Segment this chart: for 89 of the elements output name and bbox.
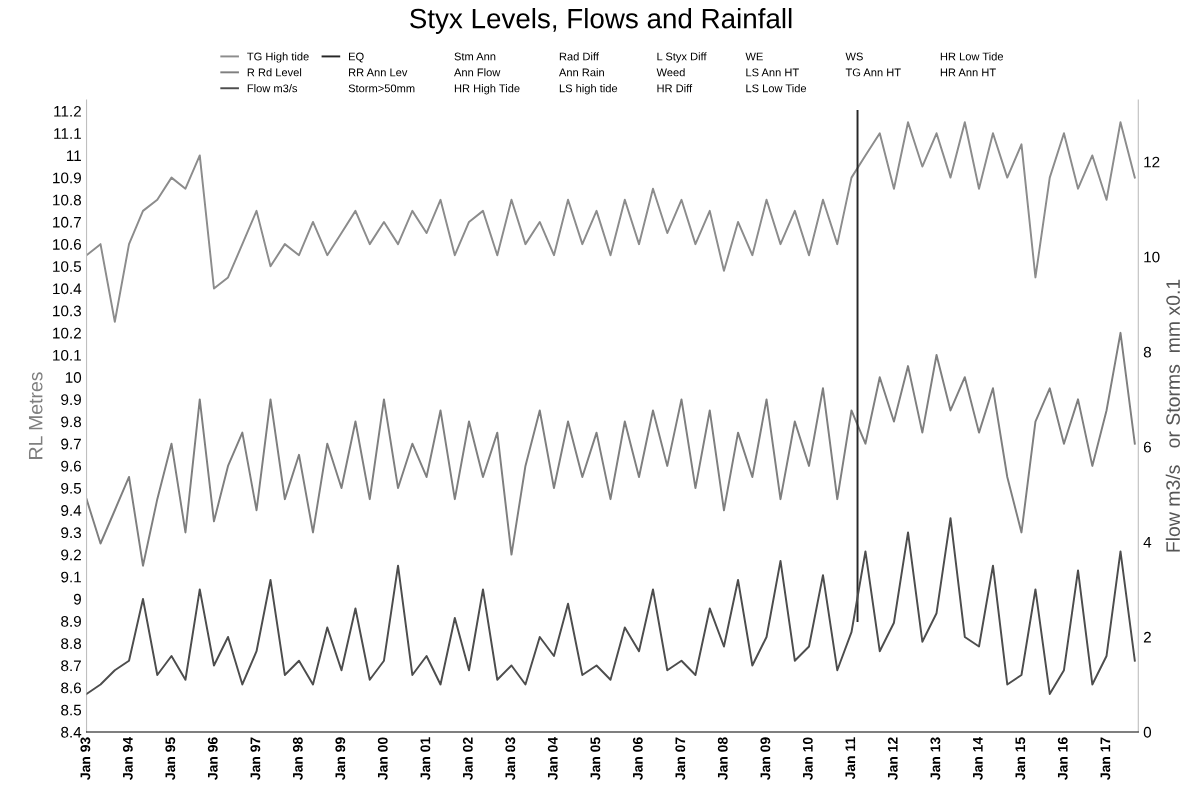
y2-axis-title: Flow m3/s or Storms mm x0.1 bbox=[1165, 279, 1180, 552]
text: LS Ann HT bbox=[746, 68, 799, 77]
y-tick-label: 8.4 bbox=[61, 726, 82, 738]
y-tick-label: 11 bbox=[66, 150, 81, 161]
y-tick-label: 9.8 bbox=[61, 416, 82, 428]
line-series bbox=[86, 331, 1136, 567]
y-tick-label: 8.7 bbox=[61, 660, 81, 672]
y2-tick-label: 2 bbox=[1143, 631, 1151, 643]
y2-tick-label: 0 bbox=[1143, 726, 1152, 738]
y-tick-label: 8.8 bbox=[61, 638, 82, 649]
y-tick-label: 9.7 bbox=[61, 438, 81, 450]
text: LS Low Tide bbox=[746, 84, 807, 93]
x-tick-label: Jan 97 bbox=[250, 737, 261, 780]
y-tick-label: 10.4 bbox=[53, 283, 82, 295]
x-tick-label: Jan 05 bbox=[590, 737, 601, 780]
x-tick-label: Jan 93 bbox=[80, 737, 91, 780]
y-tick-label: 11.1 bbox=[54, 128, 81, 139]
y-tick-label: 10.8 bbox=[53, 194, 82, 206]
y-tick-label: 10.7 bbox=[53, 216, 81, 228]
x-tick-label: Jan 07 bbox=[675, 737, 686, 780]
x-tick-label: Jan 08 bbox=[717, 737, 728, 780]
text: LS high tide bbox=[559, 84, 618, 95]
y-tick-label: 10.5 bbox=[53, 261, 82, 272]
x-tick-label: Jan 14 bbox=[973, 736, 983, 780]
y-tick-label: 10.9 bbox=[53, 172, 81, 184]
y2-tick-label: 10 bbox=[1144, 251, 1160, 263]
y2-tick-label: 6 bbox=[1143, 441, 1151, 453]
x-tick-label: Jan 96 bbox=[207, 737, 218, 780]
x-tick-label: Jan 04 bbox=[547, 736, 558, 780]
y-tick-label: 10.6 bbox=[53, 239, 82, 250]
x-tick-label: Jan 12 bbox=[887, 737, 898, 780]
text: Ann Rain bbox=[558, 68, 604, 77]
text: HR High Tide bbox=[454, 84, 520, 95]
text: WS bbox=[845, 52, 863, 61]
y-tick-label: 10.1 bbox=[53, 349, 81, 361]
y-tick-label: 9.3 bbox=[61, 527, 82, 539]
y-tick-label: 9.5 bbox=[61, 482, 82, 494]
x-tick-label: Jan 06 bbox=[632, 737, 643, 780]
x-tick-label: Jan 16 bbox=[1057, 737, 1068, 780]
y2-tick-label: 12 bbox=[1144, 156, 1160, 168]
x-tick-label: Jan 17 bbox=[1100, 737, 1111, 780]
text: Weed bbox=[656, 68, 685, 77]
legend-label: EQ bbox=[349, 52, 364, 63]
y-tick-label: 8.9 bbox=[61, 615, 81, 627]
legend-label: R Rd Level bbox=[247, 68, 302, 77]
legend-label: Flow m3/s bbox=[247, 84, 298, 93]
y-tick-label: 9.2 bbox=[61, 549, 81, 561]
x-tick-label: Jan 94 bbox=[122, 736, 133, 780]
x-tick-label: Jan 03 bbox=[505, 737, 516, 780]
y-tick-label: 10 bbox=[65, 372, 82, 383]
text: HR Diff bbox=[657, 84, 693, 93]
y-tick-label: 9.1 bbox=[61, 571, 81, 583]
x-tick-label: Jan 10 bbox=[802, 737, 813, 780]
y-tick-label: 10.3 bbox=[53, 305, 82, 317]
text: RR Ann Lev bbox=[349, 68, 408, 77]
x-tick-label: Jan 02 bbox=[462, 737, 473, 780]
x-tick-label: Jan 95 bbox=[165, 737, 176, 780]
text: L Styx Diff bbox=[657, 52, 707, 63]
text: Ann Flow bbox=[454, 68, 501, 77]
chart-title: Styx Levels, Flows and Rainfall bbox=[410, 8, 792, 34]
text: Stm Ann bbox=[454, 52, 496, 61]
text: Rad Diff bbox=[559, 52, 599, 61]
text: HR Ann HT bbox=[940, 68, 996, 77]
text: TG Ann HT bbox=[845, 68, 901, 77]
x-tick-label: Jan 98 bbox=[292, 737, 303, 780]
y-tick-label: 8.5 bbox=[61, 704, 82, 716]
line-series bbox=[86, 517, 1136, 695]
text: WE bbox=[745, 52, 763, 61]
x-tick-label: Jan 01 bbox=[420, 737, 431, 780]
y-tick-label: 8.6 bbox=[61, 682, 82, 694]
x-tick-label: Jan 09 bbox=[760, 737, 771, 780]
line-series bbox=[86, 121, 1136, 323]
x-tick-label: Jan 15 bbox=[1015, 737, 1026, 780]
y-tick-label: 9.4 bbox=[61, 505, 82, 516]
x-tick-label: Jan 99 bbox=[335, 737, 346, 780]
text: HR Low Tide bbox=[940, 52, 1004, 61]
y-tick-label: 9 bbox=[73, 593, 81, 605]
text: Storm>50mm bbox=[348, 84, 415, 93]
y-tick-label: 11.2 bbox=[54, 105, 81, 117]
x-tick-label: Jan 11 bbox=[845, 737, 856, 780]
y-tick-label: 10.2 bbox=[53, 327, 81, 339]
y-tick-label: 9.6 bbox=[61, 460, 82, 472]
y2-tick-label: 4 bbox=[1143, 536, 1152, 548]
legend-label: TG High tide bbox=[247, 52, 309, 63]
y-tick-label: 9.9 bbox=[61, 394, 81, 406]
x-tick-label: Jan 13 bbox=[930, 737, 941, 780]
x-tick-label: Jan 00 bbox=[377, 737, 388, 780]
y-axis-title: RL Metres bbox=[28, 372, 43, 459]
y2-tick-label: 8 bbox=[1143, 346, 1151, 358]
